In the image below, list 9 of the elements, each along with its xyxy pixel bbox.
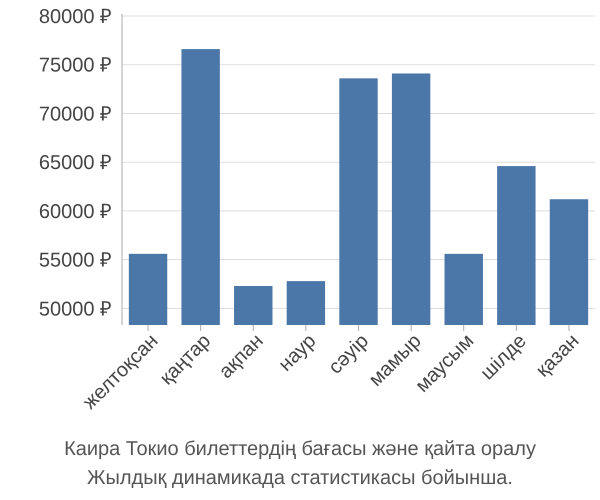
text: Жылдық динамикада статистикасы бойынша. bbox=[87, 467, 513, 489]
text: Каира Токио билеттердің бағасы және қайта оралу bbox=[64, 438, 536, 460]
y-tick-label: 75000 ₽ bbox=[38, 54, 112, 77]
y-tick-label: 60000 ₽ bbox=[38, 200, 112, 223]
y-tick-label: 70000 ₽ bbox=[38, 103, 112, 126]
y-tick-label: 80000 ₽ bbox=[38, 6, 112, 28]
y-tick-label: 55000 ₽ bbox=[38, 250, 112, 272]
y-tick-label: 50000 ₽ bbox=[38, 298, 112, 320]
y-tick-label: 65000 ₽ bbox=[38, 152, 112, 174]
